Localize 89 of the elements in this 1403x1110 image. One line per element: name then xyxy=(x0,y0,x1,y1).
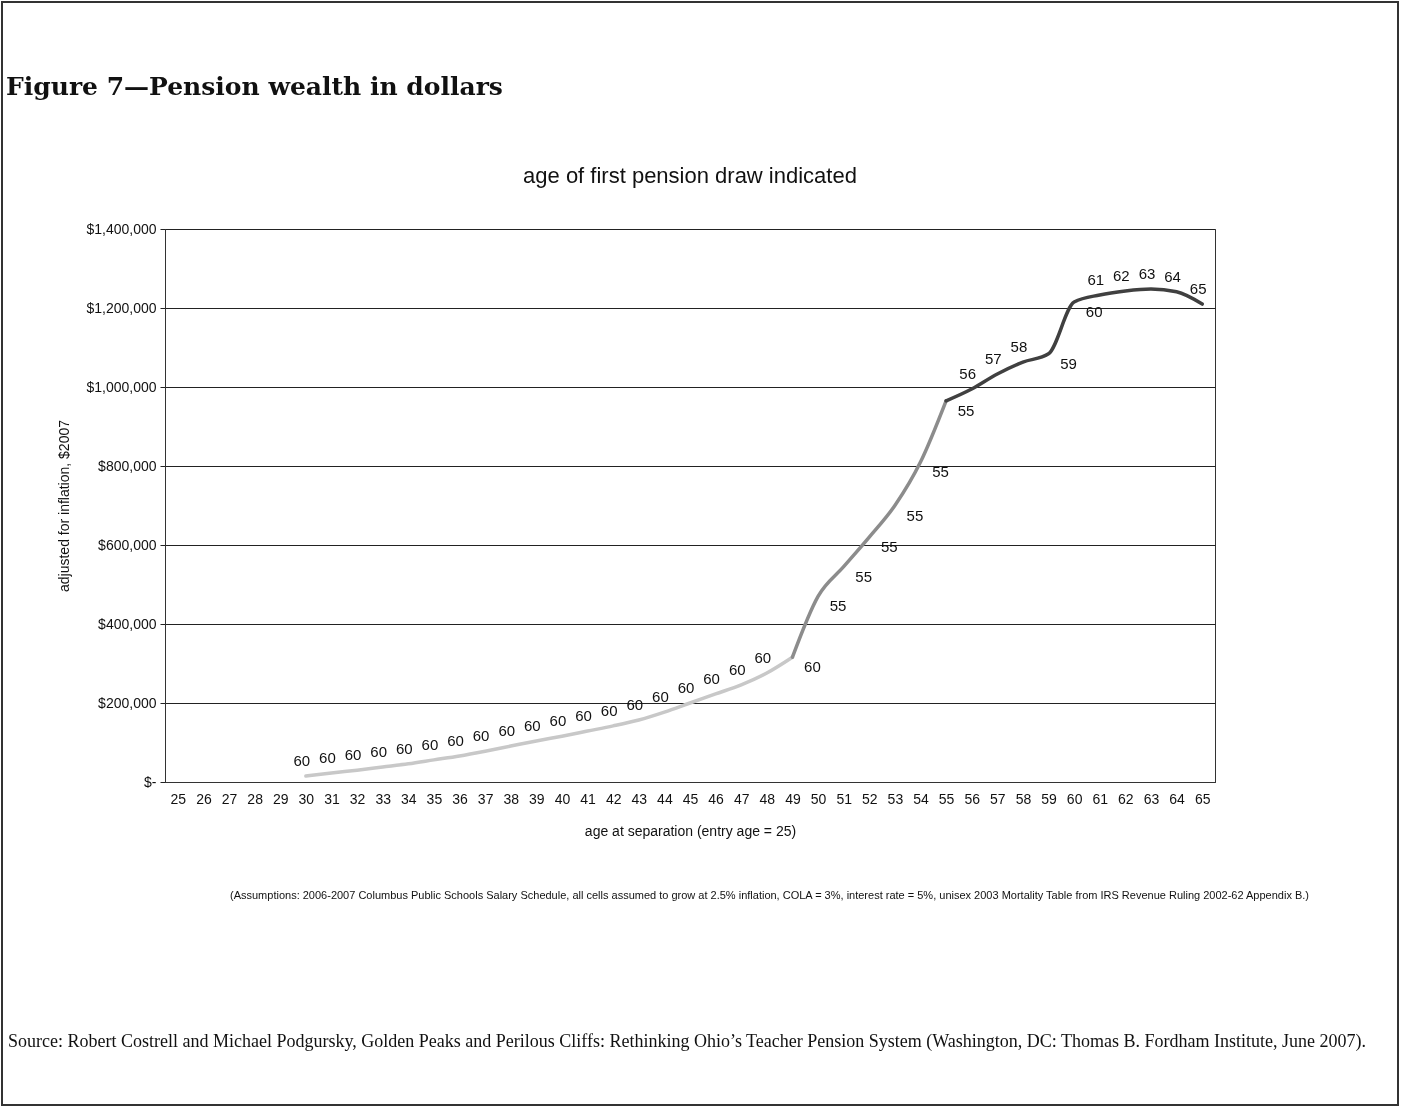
x-tick-label: 59 xyxy=(1041,790,1058,807)
x-tick-label: 43 xyxy=(631,790,648,807)
x-tick-label: 55 xyxy=(938,790,955,807)
y-tick-label: $1,000,000 xyxy=(86,378,157,395)
y-tick-label: $600,000 xyxy=(98,536,157,553)
x-tick-label: 25 xyxy=(170,790,187,807)
x-tick-label: 27 xyxy=(221,790,238,807)
annotation: 60 xyxy=(421,735,439,753)
x-tick-label: 44 xyxy=(657,790,673,807)
annotation: 60 xyxy=(728,660,746,678)
x-tick-label: 53 xyxy=(887,790,904,807)
x-tick-label: 35 xyxy=(426,790,443,807)
x-axis-title: age at separation (entry age = 25) xyxy=(584,822,797,839)
x-tick-label: 46 xyxy=(708,790,725,807)
x-tick-label: 61 xyxy=(1092,790,1109,807)
annotation: 55 xyxy=(932,463,949,481)
x-tick-label: 39 xyxy=(529,790,545,807)
annotation: 56 xyxy=(959,364,977,382)
annotation: 60 xyxy=(677,679,695,696)
annotation: 60 xyxy=(498,722,516,740)
x-tick-label: 51 xyxy=(836,790,853,807)
x-tick-label: 42 xyxy=(605,790,622,807)
x-tick-label: 62 xyxy=(1118,790,1134,807)
x-tick-label: 31 xyxy=(324,790,340,807)
y-axis-title: adjusted for inflation, $2007 xyxy=(56,419,73,593)
x-tick-label: 34 xyxy=(401,790,417,807)
annotation: 60 xyxy=(524,716,541,734)
annotation: 60 xyxy=(804,658,821,676)
annotation: 60 xyxy=(600,701,618,719)
x-tick-label: 54 xyxy=(913,790,929,807)
annotation: 60 xyxy=(293,752,311,770)
annotation: 60 xyxy=(370,742,388,760)
y-tick-label: $1,200,000 xyxy=(86,299,157,316)
x-tick-label: 33 xyxy=(375,790,392,807)
x-tick-label: 64 xyxy=(1169,790,1186,807)
x-tick-label: 65 xyxy=(1194,790,1211,807)
y-tick-label: $800,000 xyxy=(98,457,157,474)
annotation: 61 xyxy=(1087,270,1105,288)
annotation: 63 xyxy=(1138,265,1156,283)
annotation: 60 xyxy=(447,731,464,749)
annotation: 65 xyxy=(1189,280,1207,298)
x-tick-label: 38 xyxy=(503,790,520,807)
x-tick-label: 56 xyxy=(964,790,981,807)
annotation: 60 xyxy=(395,739,413,757)
annotation: 60 xyxy=(319,748,336,766)
annotation: 55 xyxy=(855,567,872,585)
y-tick-label: $400,000 xyxy=(98,615,157,632)
text: (Assumptions: 2006-2007 Columbus Public Schools Salary Schedule, all cells assumed to grow at 2.5% inflation, COLA = 3%, interest rate = 5%, unisex 2003 Mortality Table from IRS Revenue Ruling 2002-62 Appendix B.) xyxy=(230,888,1310,902)
x-tick-label: 45 xyxy=(682,790,699,807)
x-tick-label: 28 xyxy=(247,790,264,807)
x-tick-label: 58 xyxy=(1015,790,1032,807)
chart-title: Figure 7—Pension wealth in dollars xyxy=(6,72,503,101)
x-tick-label: 41 xyxy=(580,790,597,807)
x-tick-label: 36 xyxy=(452,790,469,807)
annotation: 60 xyxy=(472,727,490,745)
annotation: 55 xyxy=(957,401,975,419)
line-series xyxy=(790,399,948,659)
annotation: 59 xyxy=(1060,354,1077,372)
x-tick-label: 40 xyxy=(554,790,571,807)
x-tick-label: 26 xyxy=(196,790,212,807)
annotation: 60 xyxy=(549,712,567,730)
annotation: 58 xyxy=(1010,338,1028,356)
y-tick-label: $200,000 xyxy=(98,694,157,711)
annotation: 60 xyxy=(652,688,669,706)
x-tick-label: 63 xyxy=(1143,790,1160,807)
annotation: 62 xyxy=(1113,267,1130,285)
x-tick-label: 30 xyxy=(298,790,315,807)
annotation: 55 xyxy=(906,506,924,524)
x-tick-label: 57 xyxy=(990,790,1006,807)
annotation: 60 xyxy=(754,648,772,666)
x-tick-label: 48 xyxy=(759,790,776,807)
annotation: 60 xyxy=(703,669,720,687)
y-tick-label: $- xyxy=(144,773,157,790)
x-tick-label: 37 xyxy=(477,790,494,807)
chart-subtitle: age of first pension draw indicated xyxy=(523,163,857,188)
annotation: 55 xyxy=(829,597,847,615)
x-tick-label: 49 xyxy=(785,790,801,807)
x-tick-label: 60 xyxy=(1066,790,1083,807)
annotation: 60 xyxy=(344,746,362,764)
annotation: 57 xyxy=(984,349,1002,367)
x-tick-label: 52 xyxy=(861,790,878,807)
y-tick-label: $1,400,000 xyxy=(86,220,157,237)
source-note: Source: Robert Costrell and Michael Podgursky, Golden Peaks and Perilous Cliffs: Rethinking Ohio’s Teacher Pension System (Washington, DC: Thomas B. Fordham Institute, June 2007). xyxy=(8,1030,1367,1053)
annotation: 60 xyxy=(575,707,592,725)
annotation: 64 xyxy=(1164,267,1181,285)
x-tick-label: 47 xyxy=(733,790,750,807)
x-tick-label: 32 xyxy=(349,790,366,807)
x-tick-label: 50 xyxy=(810,790,827,807)
x-tick-label: 29 xyxy=(272,790,289,807)
